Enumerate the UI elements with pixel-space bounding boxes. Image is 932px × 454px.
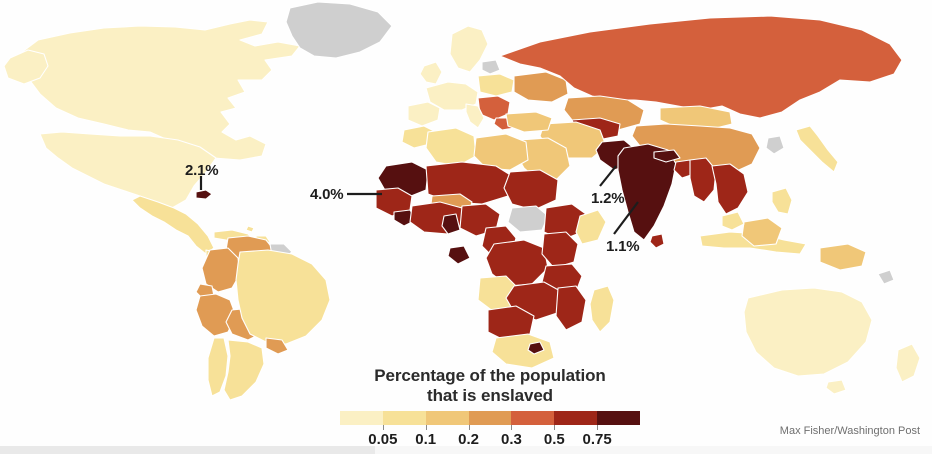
country-sudan xyxy=(503,169,559,211)
country-australia xyxy=(743,287,873,377)
country-greenland xyxy=(285,1,393,59)
leader-line-india xyxy=(613,201,639,235)
country-korea xyxy=(765,135,785,155)
country-papua-new-guinea xyxy=(819,243,867,271)
country-paraguay-uruguay xyxy=(265,337,289,355)
legend-tick-5 xyxy=(597,425,599,430)
country-canada xyxy=(17,19,301,161)
region-south-america xyxy=(195,235,331,401)
country-algeria xyxy=(425,127,477,167)
legend-swatch-5 xyxy=(554,411,598,425)
legend-tick-label-5: 0.75 xyxy=(582,431,612,448)
country-bangladesh xyxy=(673,159,695,179)
country-tasmania xyxy=(825,379,847,395)
region-asia xyxy=(499,15,903,249)
country-peru xyxy=(195,293,237,337)
country-uk-ireland xyxy=(419,61,443,85)
legend-tick-3 xyxy=(511,425,513,430)
annotation-label-pakistan: 1.2% xyxy=(591,190,625,207)
legend-tick-1 xyxy=(425,425,427,430)
bottom-band xyxy=(0,446,932,454)
legend-swatch-3 xyxy=(468,411,512,425)
country-new-zealand xyxy=(895,343,921,383)
country-madagascar xyxy=(589,285,615,333)
country-italy xyxy=(465,103,485,129)
legend-tick-label-1: 0.1 xyxy=(415,431,437,448)
region-africa xyxy=(375,125,615,369)
legend-swatch-2 xyxy=(425,411,469,425)
country-mozambique xyxy=(555,285,587,331)
legend-tick-label-4: 0.5 xyxy=(543,431,565,448)
country-chile xyxy=(207,337,229,397)
legend-tick-labels: 0.05 0.1 0.2 0.3 0.5 0.75 xyxy=(340,431,640,451)
country-new-caledonia xyxy=(877,269,895,285)
legend-title-line-2: that is enslaved xyxy=(427,386,553,405)
country-south-africa xyxy=(491,333,555,369)
legend-title: Percentage of the population that is ens… xyxy=(340,366,640,406)
country-south-sudan xyxy=(507,205,549,233)
country-japan xyxy=(795,125,839,173)
country-philippines xyxy=(771,187,793,215)
legend-tick-4 xyxy=(554,425,556,430)
annotation-label-india: 1.1% xyxy=(606,238,640,255)
country-namibia-botswana xyxy=(487,305,535,343)
legend-tick-2 xyxy=(468,425,470,430)
country-borneo xyxy=(741,217,783,247)
country-alaska xyxy=(3,49,49,85)
country-baltics xyxy=(481,59,501,75)
legend-tick-label-0: 0.05 xyxy=(368,431,398,448)
annotation-label-haiti: 2.1% xyxy=(185,162,219,179)
region-north-america xyxy=(3,1,393,273)
country-united-states xyxy=(39,131,217,209)
country-argentina xyxy=(223,339,265,401)
credit-text: Max Fisher/Washington Post xyxy=(779,425,920,437)
country-iberia xyxy=(407,101,441,127)
country-benin-togo xyxy=(441,213,461,235)
legend-tick-marks xyxy=(340,425,640,431)
legend-swatch-0 xyxy=(340,411,383,425)
legend-tick-label-2: 0.2 xyxy=(458,431,479,448)
country-colombia xyxy=(201,247,241,293)
country-poland-central xyxy=(477,73,515,97)
legend-title-line-1: Percentage of the population xyxy=(374,366,606,385)
country-libya-egypt xyxy=(473,133,529,171)
legend: Percentage of the population that is ens… xyxy=(340,366,641,451)
legend-color-bar xyxy=(340,411,641,425)
leader-line-pakistan xyxy=(599,165,617,187)
country-thailand-indochina xyxy=(711,163,749,215)
annotation-leader-lines xyxy=(199,165,639,235)
country-scandinavia xyxy=(449,25,489,73)
legend-swatch-6 xyxy=(597,411,641,425)
country-brazil xyxy=(235,249,331,345)
country-lesotho xyxy=(527,341,545,355)
country-myanmar xyxy=(689,157,717,203)
country-nepal-bhutan xyxy=(653,149,681,163)
legend-swatch-1 xyxy=(382,411,426,425)
annotation-label-mauritania: 4.0% xyxy=(310,186,344,203)
country-turkey xyxy=(505,111,553,133)
country-malaysia xyxy=(721,211,745,231)
legend-tick-0 xyxy=(382,425,384,430)
country-ukraine-belarus xyxy=(513,71,569,103)
legend-swatch-4 xyxy=(511,411,555,425)
country-russia xyxy=(499,15,903,119)
country-gabon-dark xyxy=(447,245,471,265)
country-kenya-uganda xyxy=(541,231,579,269)
country-mexico xyxy=(131,195,215,255)
legend-tick-label-3: 0.3 xyxy=(500,431,522,448)
region-oceania xyxy=(699,211,921,395)
country-haiti xyxy=(195,189,213,200)
country-sri-lanka xyxy=(649,233,665,249)
country-western-europe xyxy=(425,81,479,111)
country-somalia xyxy=(575,209,607,245)
